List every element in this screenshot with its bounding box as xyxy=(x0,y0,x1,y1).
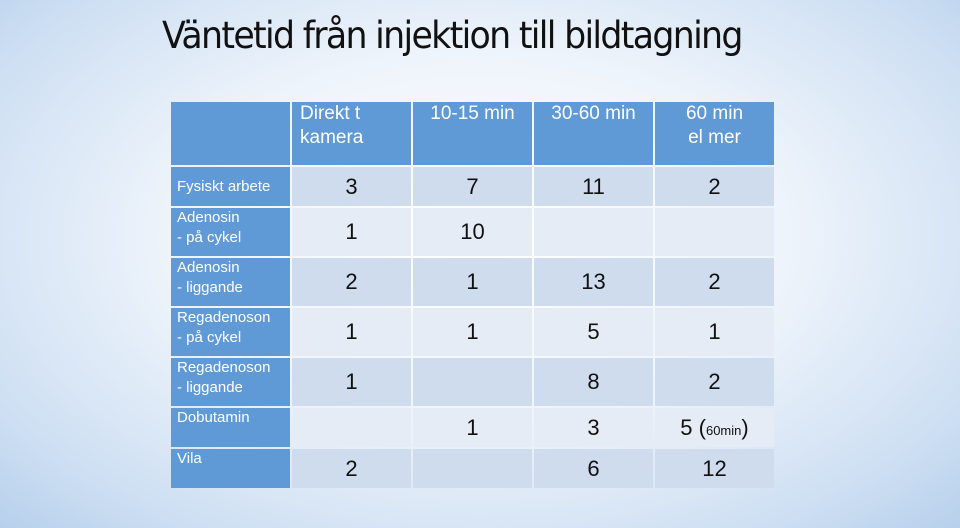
table-cell: 2 xyxy=(655,358,774,406)
table-row: Regadenoson - på cykel 1 1 5 1 xyxy=(171,308,774,356)
table-cell: 1 xyxy=(655,308,774,356)
table-row: Dobutamin 1 3 5 (60min) xyxy=(171,408,774,447)
row-label: Regadenoson - liggande xyxy=(171,358,290,406)
table-cell: 2 xyxy=(655,258,774,306)
table-cell: 1 xyxy=(292,308,411,356)
col-header-60-plus: 60 min el mer xyxy=(655,102,774,165)
table-cell: 1 xyxy=(413,258,532,306)
table-cell: 1 xyxy=(292,208,411,256)
col-header-10-15: 10-15 min xyxy=(413,102,532,165)
table-cell: 6 xyxy=(534,449,653,488)
table-cell: 13 xyxy=(534,258,653,306)
row-label: Fysiskt arbete xyxy=(171,167,290,206)
table-row: Adenosin - liggande 2 1 13 2 xyxy=(171,258,774,306)
table-cell: 3 xyxy=(292,167,411,206)
col-header-line: 60 min xyxy=(685,103,744,124)
table-row: Vila 2 6 12 xyxy=(171,449,774,488)
table-cell: 1 xyxy=(413,308,532,356)
table-cell xyxy=(655,208,774,256)
row-label: Dobutamin xyxy=(171,408,290,447)
col-header-line: kamera xyxy=(300,127,364,148)
table-cell xyxy=(534,208,653,256)
table-cell: 1 xyxy=(292,358,411,406)
table-cell: 12 xyxy=(655,449,774,488)
col-header-line: 10-15 min xyxy=(430,103,515,124)
row-label: Adenosin - på cykel xyxy=(171,208,290,256)
table-row: Adenosin - på cykel 1 10 xyxy=(171,208,774,256)
table-cell: 7 xyxy=(413,167,532,206)
table-cell: 1 xyxy=(413,408,532,447)
time-note: 60min xyxy=(705,422,742,438)
row-label: Adenosin - liggande xyxy=(171,258,290,306)
table-cell: 2 xyxy=(292,258,411,306)
table-cell: 5 (60min) xyxy=(655,408,774,447)
col-header-direct: Direkt t kamera xyxy=(292,102,411,165)
col-header-line: Direkt t xyxy=(300,103,361,124)
table-row: Regadenoson - liggande 1 8 2 xyxy=(171,358,774,406)
col-header-30-60: 30-60 min xyxy=(534,102,653,165)
waiting-time-table: Direkt t kamera 10-15 min 30-60 min 60 m… xyxy=(169,100,776,490)
table-row: Fysiskt arbete 3 7 11 2 xyxy=(171,167,774,206)
table-cell xyxy=(413,358,532,406)
header-row: Direkt t kamera 10-15 min 30-60 min 60 m… xyxy=(171,102,774,165)
col-header-line: el mer xyxy=(688,127,741,148)
table-cell: 3 xyxy=(534,408,653,447)
row-label: Vila xyxy=(171,449,290,488)
row-label: Regadenoson - på cykel xyxy=(171,308,290,356)
table-cell: 5 xyxy=(534,308,653,356)
table-cell: 2 xyxy=(655,167,774,206)
table-cell: 10 xyxy=(413,208,532,256)
table-cell: 11 xyxy=(534,167,653,206)
corner-cell xyxy=(171,102,290,165)
table-cell xyxy=(292,408,411,447)
table-cell: 8 xyxy=(534,358,653,406)
table-cell: 2 xyxy=(292,449,411,488)
table-cell xyxy=(413,449,532,488)
col-header-line: 30-60 min xyxy=(551,103,636,124)
slide-title: Väntetid från injektion till bildtagning xyxy=(162,14,743,57)
